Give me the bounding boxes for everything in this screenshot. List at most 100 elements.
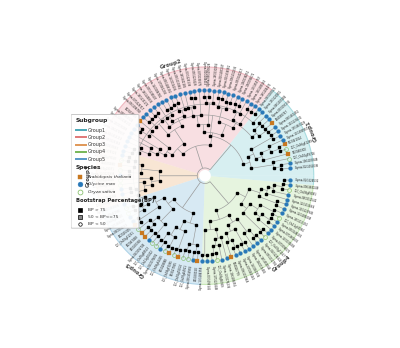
Text: LOC_Os07g44911: LOC_Os07g44911 [180,264,189,287]
Text: Glyma.07G069163: Glyma.07G069163 [241,257,254,281]
Text: Glyma.05G213861: Glyma.05G213861 [170,66,180,90]
Text: Glyma.08G261451: Glyma.08G261451 [278,109,300,126]
FancyBboxPatch shape [71,114,139,228]
Text: LOC_Os10g59726: LOC_Os10g59726 [293,151,316,160]
Text: Glycine max: Glycine max [88,182,115,187]
Text: Glyma.05G375835: Glyma.05G375835 [92,188,116,196]
Text: Glyma.08G098668: Glyma.08G098668 [107,222,130,239]
Text: AT4G26779: AT4G26779 [231,261,239,276]
Polygon shape [201,176,313,284]
Text: Glyma.11G123632: Glyma.11G123632 [281,114,304,130]
Text: LOC_Os02g39168: LOC_Os02g39168 [93,153,116,161]
Polygon shape [102,177,205,284]
Text: Glyma.09G210968: Glyma.09G210968 [236,259,248,283]
Text: Glyma.03G226139: Glyma.03G226139 [182,63,191,87]
Text: Glyma.16G376326: Glyma.16G376326 [93,147,118,156]
Text: LOC_Os02g41996: LOC_Os02g41996 [100,208,122,221]
Text: Glyma.14G061934: Glyma.14G061934 [245,255,260,278]
Text: Glyma.13G076234: Glyma.13G076234 [221,264,230,288]
Text: Glyma.01G314119: Glyma.01G314119 [99,128,123,141]
Text: Glyma.16G104476: Glyma.16G104476 [256,81,273,104]
Text: Glyma.17G061293: Glyma.17G061293 [152,73,166,96]
Text: Group4: Group4 [271,254,292,273]
Text: Glyma.10G355757: Glyma.10G355757 [247,75,262,98]
Text: AT2G60300: AT2G60300 [292,147,307,155]
Text: BP < 50: BP < 50 [88,222,105,226]
Text: AT2G25305: AT2G25305 [118,227,133,238]
Text: Glyma.09G110235: Glyma.09G110235 [228,65,238,89]
Text: AT1G30358: AT1G30358 [130,239,143,252]
Text: LOC_Os03g44850: LOC_Os03g44850 [102,213,124,227]
Text: Glyma.09G365249: Glyma.09G365249 [294,184,319,190]
Text: Glyma.03G048304: Glyma.03G048304 [93,193,117,203]
Text: Glyma.02G136131: Glyma.02G136131 [108,111,131,127]
Text: Glyma.05G097235: Glyma.05G097235 [272,99,292,118]
Polygon shape [101,67,272,174]
Text: Group4: Group4 [88,149,106,155]
Text: AT2G41024: AT2G41024 [288,135,304,144]
Polygon shape [208,90,314,176]
Polygon shape [211,176,314,185]
Text: Glyma.01G338761: Glyma.01G338761 [223,64,232,88]
Text: Bootstrap Percentage(BP): Bootstrap Percentage(BP) [76,198,154,203]
Text: LOC_Os04g28071: LOC_Os04g28071 [92,166,115,172]
Text: Glyma.07G039375: Glyma.07G039375 [195,61,201,86]
Text: Glyma.04G070692: Glyma.04G070692 [144,252,160,275]
Text: Group3: Group3 [86,164,91,187]
Text: Glyma.10G031689: Glyma.10G031689 [274,231,295,250]
Text: Glyma.07G360605: Glyma.07G360605 [277,227,299,245]
Text: Glyma.12G213664: Glyma.12G213664 [291,199,316,209]
Text: AT4G58747: AT4G58747 [275,110,289,122]
Text: Glyma.16G341186: Glyma.16G341186 [176,64,186,88]
Text: Group5: Group5 [88,157,106,162]
Text: Species: Species [76,165,101,171]
Text: Glyma.16G249833: Glyma.16G249833 [135,83,153,104]
Text: LOC_Os06g41289: LOC_Os06g41289 [290,139,313,150]
Text: Group3: Group3 [88,142,106,147]
Text: Glyma.16G359044: Glyma.16G359044 [254,249,271,271]
Text: Glyma.04G128324: Glyma.04G128324 [263,243,282,263]
Text: AT3G27955: AT3G27955 [170,261,178,276]
Text: Glyma.03G196141: Glyma.03G196141 [205,266,210,290]
Text: AT2G67458: AT2G67458 [126,235,139,248]
Text: Glyma.12G189208: Glyma.12G189208 [288,209,312,222]
Text: Glyma.19G096672: Glyma.19G096672 [242,72,257,95]
Text: LOC_Os08g57295: LOC_Os08g57295 [162,259,174,282]
Text: Glyma.02G152038: Glyma.02G152038 [295,164,319,170]
Text: Glyma.13G184358: Glyma.13G184358 [199,266,204,290]
Text: LOC_Os08g13913: LOC_Os08g13913 [96,198,119,208]
Text: Glyma.19G188352: Glyma.19G188352 [226,263,236,287]
Text: Glyma.14G088781: Glyma.14G088781 [146,76,161,99]
Text: Group1: Group1 [306,119,319,142]
Text: Glyma.05G185150: Glyma.05G185150 [157,70,171,94]
Text: Glyma.17G366441: Glyma.17G366441 [104,218,127,233]
Text: Glyma.14G019435: Glyma.14G019435 [164,68,176,92]
Text: Glyma.07G328717: Glyma.07G328717 [125,91,144,111]
Text: Glyma.19G372937: Glyma.19G372937 [102,122,126,136]
Text: LOC_Os09g54425: LOC_Os09g54425 [150,254,164,276]
Text: Glyma.15G221810: Glyma.15G221810 [264,89,284,110]
Text: Glyma.05G236507: Glyma.05G236507 [140,79,157,102]
Text: LOC_Os08g49081: LOC_Os08g49081 [294,189,317,197]
Text: LOC_Os01g14000: LOC_Os01g14000 [92,178,115,183]
Text: LOC_Os10g21261: LOC_Os10g21261 [116,231,136,248]
Text: AT2G33049: AT2G33049 [123,106,137,119]
Text: Glyma.18G289163: Glyma.18G289163 [252,78,268,101]
Text: Glyma.05G298790: Glyma.05G298790 [120,96,141,115]
Text: Glyma.19G038251: Glyma.19G038251 [238,69,251,93]
Text: Glyma.15G367429: Glyma.15G367429 [284,120,307,135]
Text: Group2: Group2 [88,135,106,140]
Text: LOC_Os05g48513: LOC_Os05g48513 [134,246,151,266]
Text: Glyma.08G197628: Glyma.08G197628 [207,61,212,86]
Text: LOC_Os03g38074: LOC_Os03g38074 [92,183,115,189]
Text: Glyma.05G026364: Glyma.05G026364 [97,134,121,146]
Text: Glyma.18G113150: Glyma.18G113150 [285,214,309,228]
Text: Subgroup: Subgroup [76,118,108,123]
Text: Glyma.16G131172: Glyma.16G131172 [130,87,148,108]
Text: Glyma.04G037663: Glyma.04G037663 [95,140,119,151]
Text: Glyma.12G021938: Glyma.12G021938 [90,173,115,177]
Text: LOC_Os04g56959: LOC_Os04g56959 [216,265,223,288]
Text: LOC_Os11g10412: LOC_Os11g10412 [139,249,155,270]
Text: BP > 75: BP > 75 [88,208,105,212]
Text: Glyma.05G112795: Glyma.05G112795 [258,246,276,268]
